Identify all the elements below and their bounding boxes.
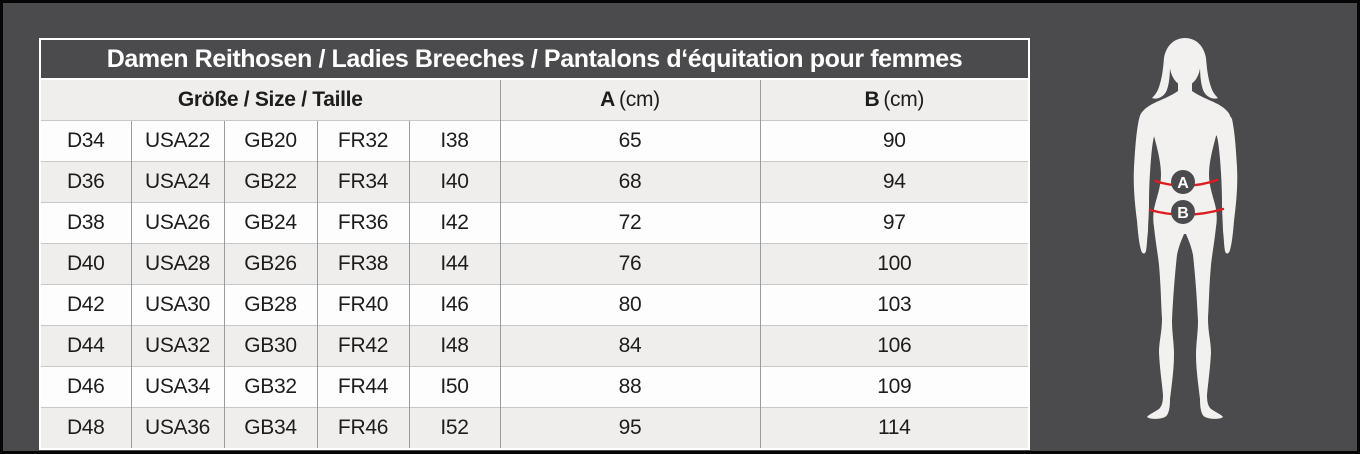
size-cell-fr: FR32 — [316, 120, 409, 162]
col-header-a-label: A — [600, 88, 616, 111]
marker-a-label: A — [1177, 175, 1189, 192]
measurement-b-cell: 94 — [759, 161, 1030, 203]
size-cell-i: I40 — [408, 161, 500, 203]
size-cell-gb: GB26 — [223, 243, 317, 285]
size-cell-d: D40 — [40, 243, 131, 285]
female-silhouette — [1139, 77, 1231, 419]
marker-b-label: B — [1177, 205, 1189, 222]
marker-a-circle — [1171, 170, 1195, 194]
col-header-a: A (cm) — [499, 79, 760, 121]
measurement-a-cell: 84 — [499, 325, 760, 367]
table-header-row: Größe / Size / Taille A (cm) B (cm) — [40, 79, 1030, 121]
size-cell-fr: FR46 — [316, 407, 409, 449]
size-cell-usa: USA26 — [130, 202, 224, 244]
size-cell-gb: GB20 — [223, 120, 317, 162]
size-cell-fr: FR42 — [316, 325, 409, 367]
measurement-b-cell: 100 — [759, 243, 1030, 285]
size-cell-i: I42 — [408, 202, 500, 244]
table-row: D34 USA22 GB20 FR32 I38 65 90 — [40, 120, 1030, 162]
left-arm — [1133, 115, 1155, 254]
size-cell-i: I48 — [408, 325, 500, 367]
table-row: D42 USA30 GB28 FR40 I46 80 103 — [40, 284, 1030, 326]
size-cell-d: D44 — [40, 325, 131, 367]
head — [1169, 40, 1201, 86]
measurement-a-cell: 72 — [499, 202, 760, 244]
size-cell-i: I38 — [408, 120, 500, 162]
size-cell-d: D46 — [40, 366, 131, 408]
measurement-b-cell: 114 — [759, 407, 1030, 449]
size-cell-gb: GB32 — [223, 366, 317, 408]
size-cell-usa: USA36 — [130, 407, 224, 449]
size-chart-table: Damen Reithosen / Ladies Breeches / Pant… — [39, 38, 1031, 450]
table-row: D38 USA26 GB24 FR36 I42 72 97 — [40, 202, 1030, 244]
size-cell-d: D48 — [40, 407, 131, 449]
col-header-b-label: B — [864, 88, 880, 111]
measurement-a-cell: 76 — [499, 243, 760, 285]
table-title: Damen Reithosen / Ladies Breeches / Pant… — [40, 39, 1030, 80]
table-row: D36 USA24 GB22 FR34 I40 68 94 — [40, 161, 1030, 203]
size-cell-fr: FR36 — [316, 202, 409, 244]
size-cell-i: I44 — [408, 243, 500, 285]
measurement-b-cell: 97 — [759, 202, 1030, 244]
size-cell-i: I46 — [408, 284, 500, 326]
table-row: D40 USA28 GB26 FR38 I44 76 100 — [40, 243, 1030, 285]
col-header-size: Größe / Size / Taille — [40, 79, 500, 121]
size-cell-usa: USA24 — [130, 161, 224, 203]
size-cell-usa: USA34 — [130, 366, 224, 408]
size-cell-d: D38 — [40, 202, 131, 244]
size-cell-gb: GB24 — [223, 202, 317, 244]
size-cell-fr: FR44 — [316, 366, 409, 408]
size-cell-gb: GB30 — [223, 325, 317, 367]
measurement-a-cell: 95 — [499, 407, 760, 449]
measurement-figure: A B — [1133, 38, 1238, 419]
table-row: D48 USA36 GB34 FR46 I52 95 114 — [40, 407, 1030, 449]
measurement-a-cell: 68 — [499, 161, 760, 203]
marker-b-circle — [1171, 200, 1195, 224]
size-cell-fr: FR40 — [316, 284, 409, 326]
table-title-row: Damen Reithosen / Ladies Breeches / Pant… — [40, 39, 1030, 80]
col-header-b: B (cm) — [759, 79, 1030, 121]
size-cell-d: D34 — [40, 120, 131, 162]
measurement-b-cell: 103 — [759, 284, 1030, 326]
measurement-a-cell: 88 — [499, 366, 760, 408]
size-cell-gb: GB28 — [223, 284, 317, 326]
right-arm — [1216, 115, 1238, 254]
size-cell-usa: USA32 — [130, 325, 224, 367]
size-cell-i: I52 — [408, 407, 500, 449]
size-cell-d: D42 — [40, 284, 131, 326]
size-cell-gb: GB22 — [223, 161, 317, 203]
measurement-b-cell: 90 — [759, 120, 1030, 162]
size-cell-gb: GB34 — [223, 407, 317, 449]
size-cell-fr: FR38 — [316, 243, 409, 285]
size-cell-usa: USA30 — [130, 284, 224, 326]
measurement-a-cell: 65 — [499, 120, 760, 162]
measurement-b-cell: 106 — [759, 325, 1030, 367]
size-cell-i: I50 — [408, 366, 500, 408]
measurement-b-cell: 109 — [759, 366, 1030, 408]
size-cell-usa: USA22 — [130, 120, 224, 162]
table-row: D44 USA32 GB30 FR42 I48 84 106 — [40, 325, 1030, 367]
measurement-a-cell: 80 — [499, 284, 760, 326]
size-cell-usa: USA28 — [130, 243, 224, 285]
col-header-b-unit: (cm) — [883, 88, 925, 111]
size-cell-d: D36 — [40, 161, 131, 203]
hair — [1152, 38, 1218, 99]
table-row: D46 USA34 GB32 FR44 I50 88 109 — [40, 366, 1030, 408]
size-cell-fr: FR34 — [316, 161, 409, 203]
col-header-a-unit: (cm) — [619, 88, 660, 111]
